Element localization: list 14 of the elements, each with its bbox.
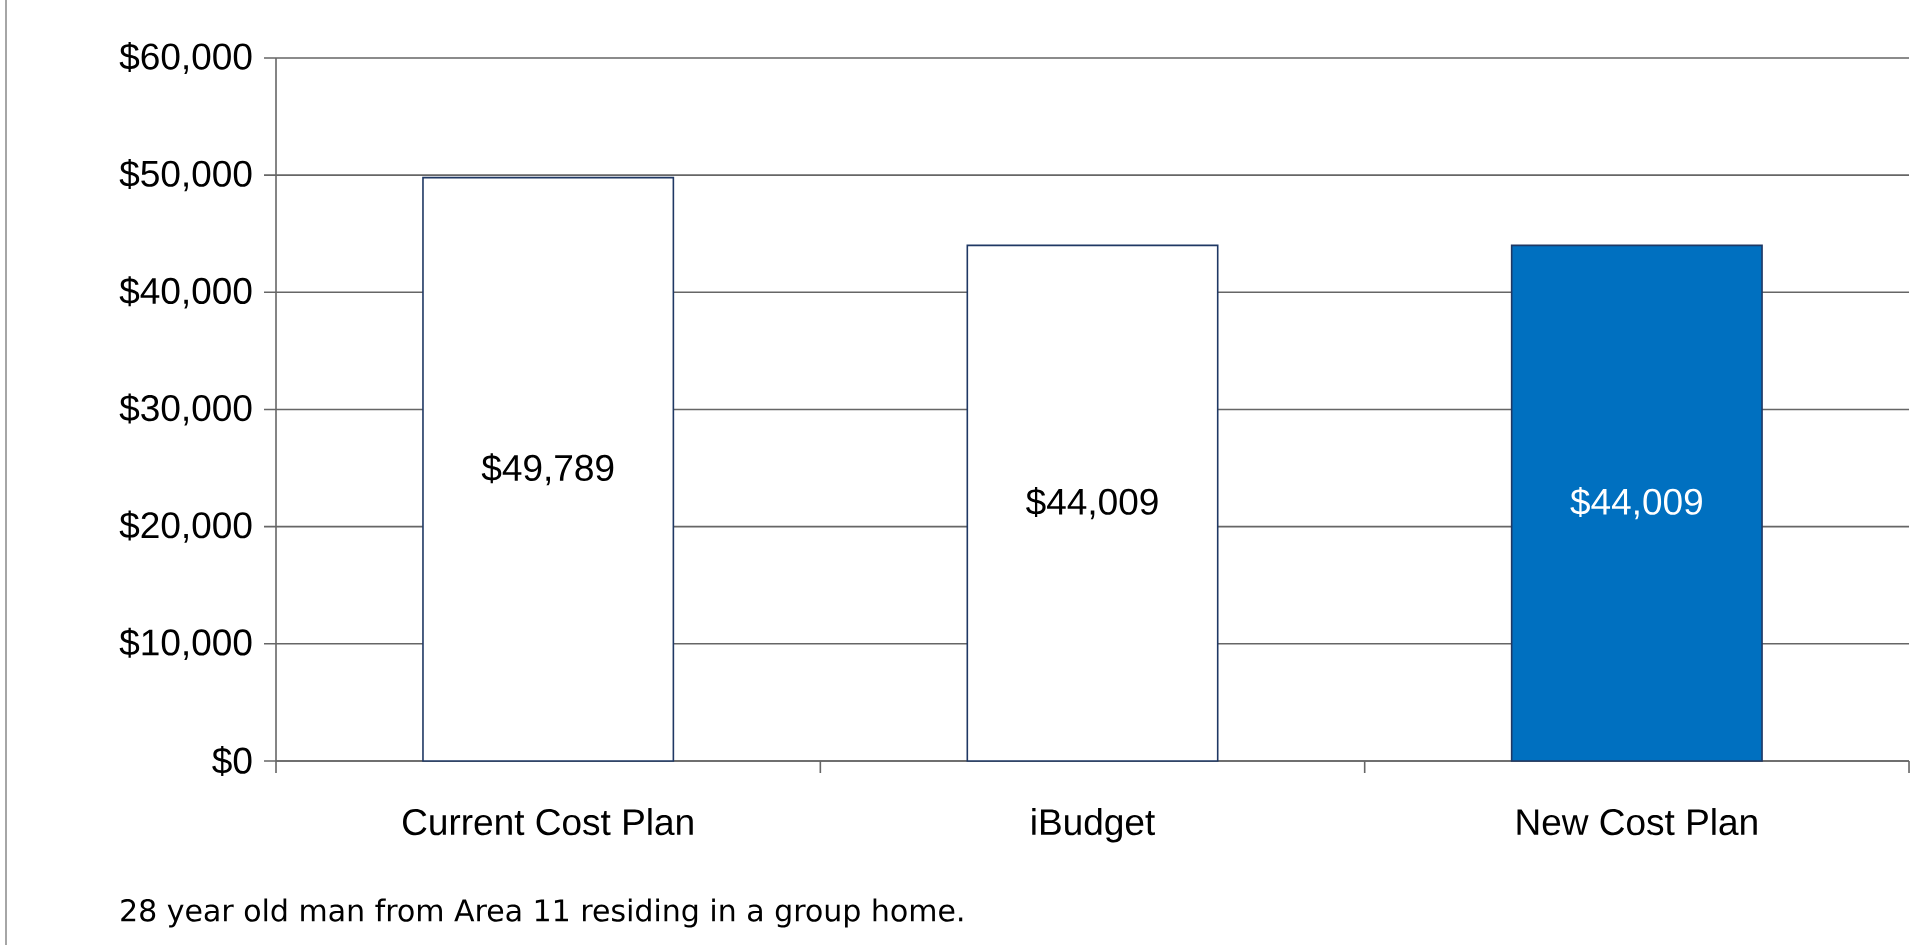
- y-tick-label: $40,000: [119, 276, 252, 309]
- y-tick-label: $30,000: [119, 393, 252, 426]
- data-label: $44,009: [1026, 487, 1158, 520]
- y-tick-label: $20,000: [119, 510, 252, 543]
- data-label: $49,789: [481, 453, 614, 486]
- y-tick-label: $50,000: [119, 159, 252, 192]
- data-label: $44,009: [1570, 487, 1702, 520]
- y-tick-label: $0: [212, 746, 252, 776]
- x-tick-label: New Cost Plan: [1517, 808, 1757, 836]
- x-tick-label: Current Cost Plan: [403, 808, 693, 836]
- y-tick-label: $60,000: [119, 41, 252, 75]
- x-tick-label: iBudget: [1032, 808, 1155, 843]
- y-tick-label: $10,000: [119, 627, 252, 660]
- text: 28 year old man from Area 11 residing in a group home.: [121, 898, 963, 928]
